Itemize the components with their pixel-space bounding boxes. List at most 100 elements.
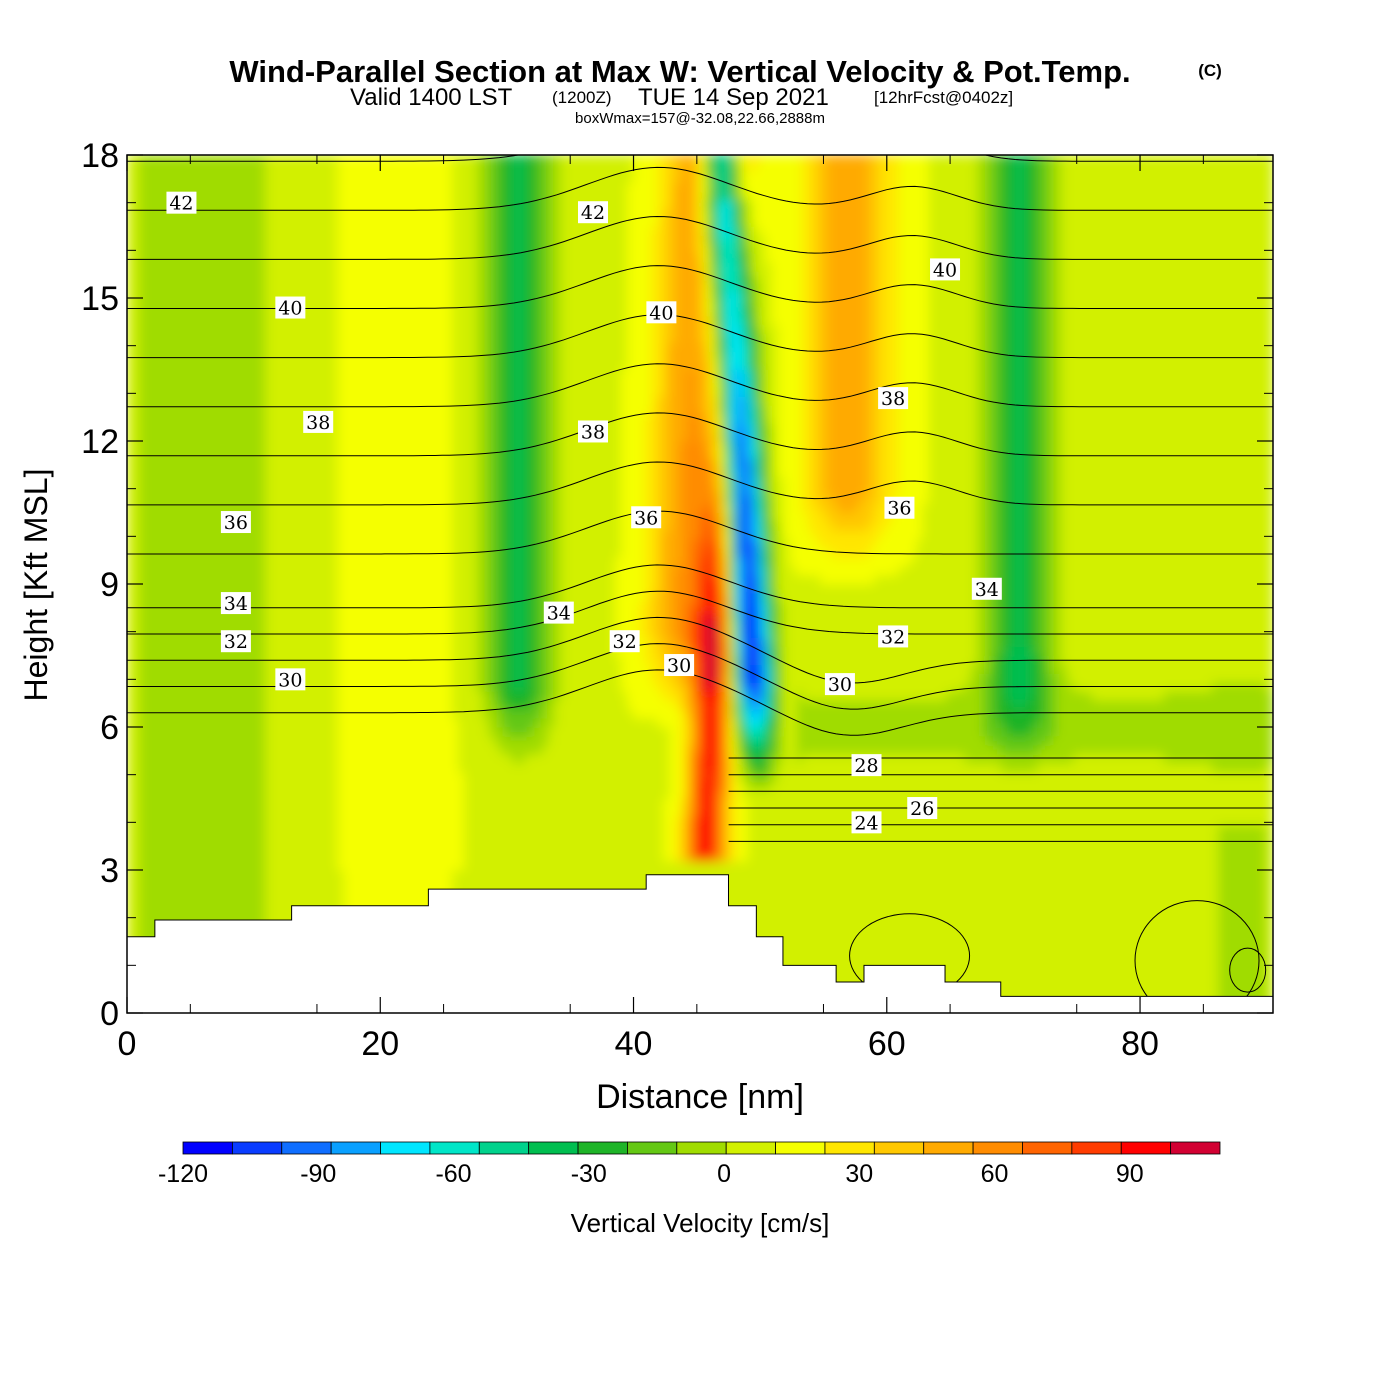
velocity-cell [705, 789, 713, 799]
velocity-cell [1049, 824, 1057, 835]
velocity-cell [210, 860, 218, 871]
velocity-cell [814, 914, 822, 925]
velocity-cell [663, 815, 671, 826]
velocity-cell [970, 833, 978, 844]
velocity-cell [771, 824, 779, 835]
velocity-cell [150, 851, 158, 862]
velocity-cell [434, 824, 442, 835]
velocity-cell [1031, 887, 1039, 898]
velocity-cell [1145, 806, 1153, 817]
velocity-cell [572, 860, 580, 871]
velocity-cell [560, 878, 568, 889]
velocity-cell [1031, 976, 1039, 987]
velocity-cell [1254, 869, 1262, 880]
velocity-cell [1218, 896, 1226, 907]
velocity-cell [783, 914, 791, 925]
velocity-cell [216, 815, 225, 826]
velocity-cell [1145, 958, 1153, 969]
velocity-cell [464, 815, 472, 826]
velocity-cell [1031, 914, 1039, 925]
velocity-cell [1242, 905, 1250, 916]
velocity-cell [1085, 851, 1093, 862]
velocity-cell [223, 896, 231, 907]
velocity-cell [210, 806, 218, 817]
velocity-cell [1007, 958, 1015, 969]
velocity-cell [928, 824, 936, 835]
velocity-cell [693, 842, 701, 853]
velocity-cell [578, 842, 586, 853]
velocity-cell [1097, 815, 1105, 826]
velocity-cell [560, 860, 568, 871]
velocity-cell [976, 923, 984, 934]
velocity-cell [1260, 896, 1268, 907]
velocity-cell [253, 905, 261, 916]
velocity-cell [500, 833, 508, 844]
velocity-cell [1013, 842, 1021, 853]
velocity-cell [1163, 967, 1171, 978]
velocity-cell [747, 824, 755, 835]
velocity-cell [1127, 815, 1135, 826]
velocity-cell [277, 860, 285, 871]
velocity-cell [277, 842, 285, 853]
velocity-cell [1182, 869, 1190, 880]
velocity-cell [1061, 923, 1069, 934]
velocity-cell [832, 798, 840, 808]
velocity-cell [838, 914, 846, 925]
velocity-cell [355, 789, 363, 799]
velocity-cell [488, 824, 496, 835]
velocity-cell [440, 798, 448, 808]
velocity-cell [229, 771, 237, 782]
velocity-cell [361, 798, 369, 808]
velocity-cell [826, 815, 834, 826]
velocity-cell [615, 860, 623, 871]
velocity-cell [826, 932, 834, 942]
velocity-cell [651, 798, 659, 808]
velocity-cell [150, 896, 158, 907]
velocity-cell [458, 851, 466, 862]
velocity-cell [1061, 958, 1069, 969]
velocity-cell [1115, 842, 1123, 853]
velocity-cell [223, 833, 231, 844]
velocity-cell [1067, 967, 1075, 978]
velocity-cell [802, 949, 810, 960]
velocity-cell [1019, 851, 1027, 862]
velocity-cell [470, 842, 478, 853]
velocity-cell [138, 896, 146, 907]
velocity-cell [802, 806, 810, 817]
velocity-cell [1224, 789, 1232, 799]
velocity-cell [862, 923, 870, 934]
velocity-cell [844, 842, 852, 853]
velocity-cell [1230, 824, 1238, 835]
velocity-cell [1236, 815, 1244, 826]
velocity-cell [289, 896, 297, 907]
velocity-cell [1157, 842, 1165, 853]
velocity-cell [192, 806, 200, 817]
velocity-cell [1055, 842, 1063, 853]
velocity-cell [862, 833, 870, 844]
velocity-cell [814, 869, 822, 880]
velocity-cell [1079, 833, 1087, 844]
velocity-cell [995, 860, 1003, 871]
velocity-cell [681, 824, 689, 835]
velocity-cell [1055, 976, 1063, 987]
velocity-cell [995, 806, 1003, 817]
velocity-cell [838, 958, 846, 969]
chart-title: Wind-Parallel Section at Max W: Vertical… [229, 54, 1130, 89]
velocity-cell [928, 949, 936, 960]
velocity-cell [379, 842, 387, 853]
velocity-cell [1230, 923, 1238, 934]
velocity-cell [127, 914, 134, 925]
velocity-cell [1121, 860, 1129, 871]
velocity-cell [367, 771, 375, 782]
velocity-cell [422, 896, 430, 907]
velocity-cell [1127, 896, 1135, 907]
velocity-cell [596, 798, 604, 808]
velocity-cell [1127, 824, 1135, 835]
velocity-cell [1212, 949, 1220, 960]
velocity-cell [446, 878, 454, 889]
velocity-cell [832, 842, 840, 853]
velocity-cell [277, 914, 285, 925]
velocity-cell [886, 798, 894, 808]
velocity-cell [428, 780, 436, 791]
velocity-cell [337, 824, 345, 835]
